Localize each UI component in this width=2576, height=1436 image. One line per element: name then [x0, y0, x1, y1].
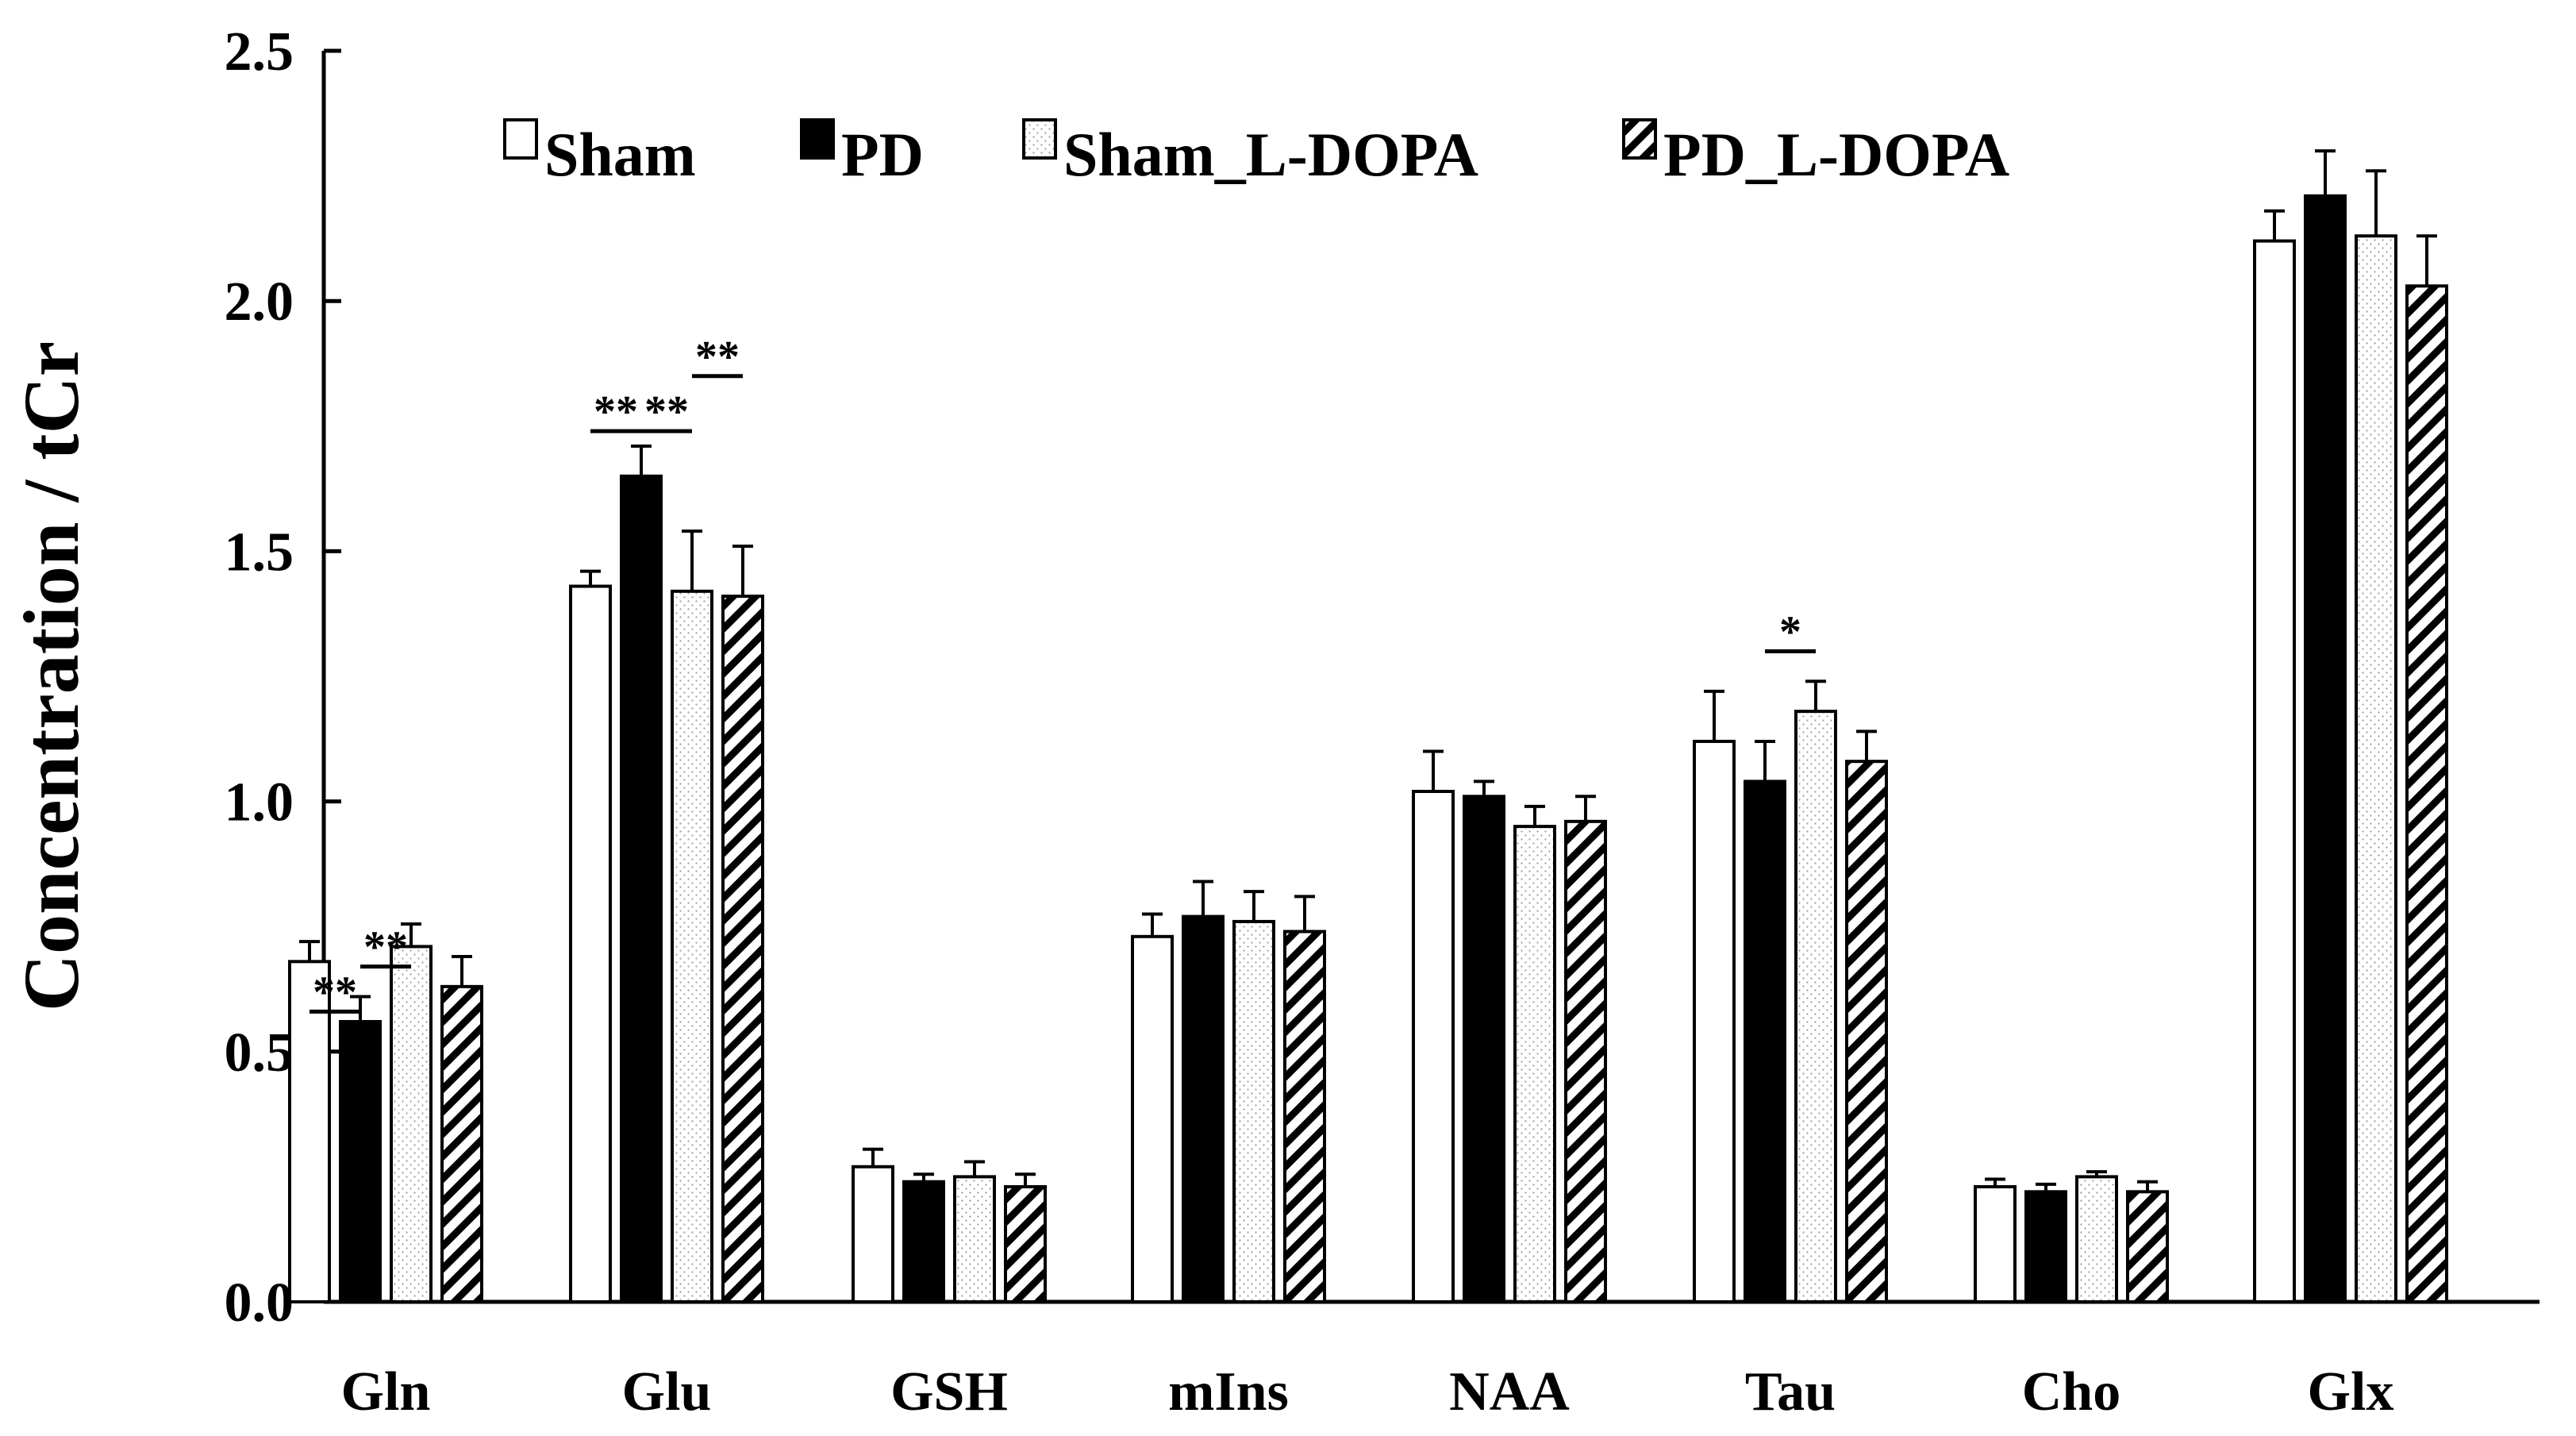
y-axis-title: Concentration / tCr: [7, 341, 95, 1011]
bar-sham-gsh: [852, 1165, 894, 1303]
significance-label: **: [313, 968, 357, 1017]
significance-label: **: [695, 333, 740, 382]
significance-label: **: [363, 923, 408, 972]
bar-pd-l-dopa-mins: [1283, 930, 1326, 1304]
legend-label-pd: PD: [841, 120, 924, 189]
legend-swatch-pd: [800, 118, 835, 160]
bar-sham-l-dopa-glu: [671, 589, 713, 1303]
legend-swatch-sham: [503, 118, 538, 160]
y-tick-label: 1.5: [225, 522, 294, 583]
bar-pd-l-dopa-gsh: [1004, 1185, 1047, 1304]
bar-pd-glx: [2304, 194, 2347, 1303]
x-tick-label-cho: Cho: [2022, 1361, 2120, 1423]
bar-sham-cho: [1974, 1185, 2017, 1304]
bar-pd-glu: [620, 474, 663, 1304]
bar-pd-l-dopa-glu: [721, 595, 764, 1303]
y-tick-label: 0.5: [225, 1022, 294, 1084]
bar-pd-gln: [339, 1019, 382, 1303]
x-tick-label-naa: NAA: [1449, 1361, 1570, 1423]
bar-pd-l-dopa-cho: [2126, 1190, 2169, 1304]
bar-pd-mins: [1182, 914, 1225, 1304]
bar-sham-gln: [288, 960, 331, 1303]
bar-pd-l-dopa-tau: [1845, 760, 1888, 1303]
y-tick-label: 2.5: [225, 21, 294, 83]
bar-pd-naa: [1463, 795, 1505, 1303]
x-tick-label-tau: Tau: [1745, 1361, 1836, 1423]
legend-label-sham-l-dopa: Sham_L-DOPA: [1063, 120, 1478, 189]
bar-pd-gsh: [902, 1180, 945, 1303]
x-tick-label-glu: Glu: [622, 1361, 712, 1423]
x-tick-label-glx: Glx: [2308, 1361, 2394, 1423]
bar-sham-l-dopa-mins: [1232, 919, 1275, 1303]
bar-sham-mins: [1131, 934, 1174, 1303]
bar-sham-naa: [1412, 789, 1455, 1303]
bar-pd-l-dopa-gln: [440, 984, 483, 1304]
significance-label: **: [594, 387, 638, 437]
bar-pd-l-dopa-naa: [1564, 819, 1607, 1304]
legend-swatch-sham-l-dopa: [1022, 118, 1057, 160]
bar-sham-l-dopa-gsh: [953, 1175, 996, 1304]
bar-sham-glx: [2253, 239, 2296, 1303]
bar-sham-l-dopa-tau: [1794, 710, 1837, 1303]
x-tick-label-gsh: GSH: [890, 1361, 1008, 1423]
x-tick-label-mins: mIns: [1168, 1361, 1289, 1423]
legend-swatch-pd-l-dopa: [1622, 118, 1657, 160]
bar-sham-l-dopa-naa: [1513, 825, 1556, 1303]
bar-pd-l-dopa-glx: [2405, 284, 2448, 1304]
bar-pd-tau: [1744, 780, 1786, 1303]
y-tick-label: 0.0: [225, 1272, 294, 1334]
legend-label-pd-l-dopa: PD_L-DOPA: [1663, 120, 2009, 189]
bar-sham-l-dopa-gln: [390, 945, 433, 1304]
y-tick-label: 1.0: [225, 772, 294, 833]
bar-sham-l-dopa-glx: [2355, 234, 2397, 1303]
significance-label: **: [644, 387, 689, 437]
x-tick-label-gln: Gln: [341, 1361, 431, 1423]
y-tick-label: 2.0: [225, 271, 294, 333]
bar-sham-glu: [569, 584, 612, 1303]
significance-label: *: [1779, 607, 1801, 656]
bar-pd-cho: [2024, 1190, 2067, 1304]
legend-label-sham: Sham: [544, 120, 696, 189]
bar-sham-l-dopa-cho: [2075, 1175, 2118, 1304]
bar-sham-tau: [1693, 739, 1736, 1303]
